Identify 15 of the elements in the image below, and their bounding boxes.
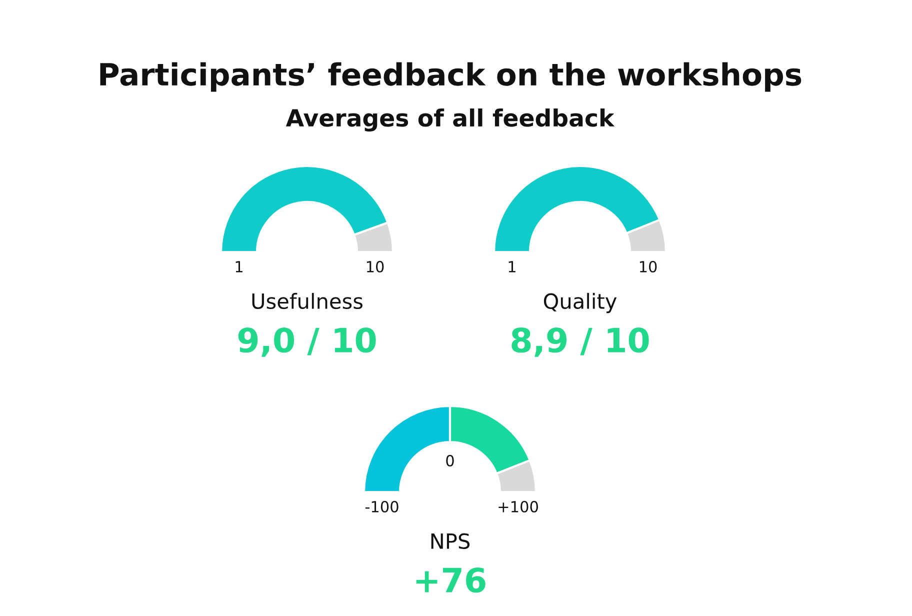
text: -100 [365, 500, 398, 512]
text: +100 [498, 500, 538, 512]
text: 8,9 / 10 [512, 327, 649, 357]
text: 1 [236, 261, 242, 272]
text: +76 [416, 567, 486, 593]
text: Usefulness [252, 292, 362, 310]
text: Averages of all feedback [286, 108, 615, 132]
text: 9,0 / 10 [238, 327, 376, 357]
text: NPS [431, 533, 470, 550]
chart-title: Participants’ feedback on the workshops [100, 62, 802, 92]
text: 10 [640, 260, 657, 272]
text: 1 [508, 261, 516, 272]
text: 10 [366, 260, 384, 272]
text: Quality [544, 292, 617, 314]
text: 0 [446, 454, 454, 466]
